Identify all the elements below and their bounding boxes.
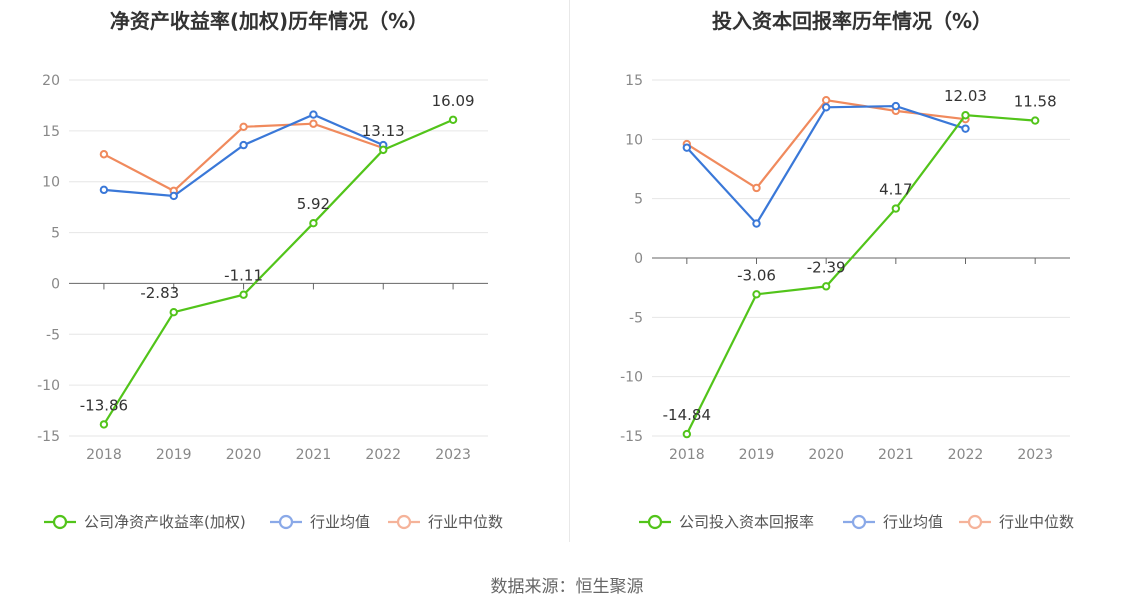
x-tick-label: 2020 <box>808 447 844 463</box>
data-point-company <box>1030 116 1040 125</box>
data-point-median <box>99 150 109 159</box>
y-tick-label: -5 <box>46 327 60 343</box>
y-tick-label: -10 <box>37 378 60 394</box>
data-point-median <box>309 119 318 128</box>
data-label: -2.39 <box>807 258 846 276</box>
legend-item-company[interactable]: 公司净资产收益率(加权) <box>44 513 246 531</box>
data-point-avg <box>821 103 831 112</box>
data-point-avg <box>961 124 970 133</box>
data-label: 13.13 <box>362 122 405 140</box>
chart-roe: 净资产收益率(加权)历年情况（%） 20 15 10 5 0 -5 -10 -15 2018 201… <box>37 9 503 531</box>
legend-marker <box>278 514 294 530</box>
legend-marker <box>851 514 867 530</box>
legend-item-company[interactable]: 公司投入资本回报率 <box>639 513 814 531</box>
legend-item-avg[interactable]: 行业均值 <box>270 513 370 531</box>
data-point-company <box>821 282 831 291</box>
data-point-company <box>961 111 970 120</box>
data-label: 16.09 <box>432 92 475 110</box>
data-point-company <box>682 429 692 439</box>
data-label: 11.58 <box>1014 93 1057 111</box>
legend-label: 行业中位数 <box>999 513 1074 531</box>
data-point-company <box>448 115 458 124</box>
data-point-company <box>752 290 761 299</box>
y-tick-label: 10 <box>625 132 643 148</box>
data-label: 4.17 <box>879 181 912 199</box>
data-label: -2.83 <box>140 284 179 302</box>
legend-label: 行业均值 <box>310 513 370 531</box>
data-point-median <box>821 95 831 105</box>
legend-label: 公司投入资本回报率 <box>679 513 814 531</box>
x-tick-label: 2022 <box>948 447 984 463</box>
x-tick-label: 2018 <box>669 447 705 463</box>
x-tick-label: 2020 <box>226 447 262 463</box>
data-source-text: 数据来源：恒生聚源 <box>490 577 644 597</box>
legend-marker <box>647 514 663 530</box>
y-tick-label: 5 <box>51 226 60 242</box>
series-line-avg <box>685 104 966 226</box>
data-point-median <box>239 122 248 131</box>
y-tick-label: 0 <box>51 276 60 292</box>
legend-label: 行业均值 <box>883 513 943 531</box>
data-label: -13.86 <box>80 396 128 414</box>
legend-label: 公司净资产收益率(加权) <box>84 513 246 531</box>
x-tick-label: 2022 <box>365 447 401 463</box>
x-tick-label: 2023 <box>1017 447 1053 463</box>
legend-item-median[interactable]: 行业中位数 <box>959 513 1074 531</box>
y-tick-label: -5 <box>629 310 643 326</box>
data-point-avg <box>309 110 318 119</box>
data-label: -3.06 <box>737 266 776 284</box>
data-point-company <box>891 204 901 213</box>
data-point-company <box>239 290 248 299</box>
x-tick-label: 2021 <box>878 447 914 463</box>
legend-label: 行业中位数 <box>428 513 503 531</box>
y-tick-label: 15 <box>42 124 60 140</box>
data-label: 12.03 <box>944 87 987 105</box>
y-tick-label: -15 <box>620 429 643 445</box>
data-point-avg <box>239 140 248 150</box>
y-tick-label: 20 <box>42 73 60 89</box>
data-point-avg <box>169 191 178 201</box>
data-point-avg <box>99 185 109 195</box>
series-line-company <box>685 114 1036 435</box>
y-tick-label: -15 <box>37 429 60 445</box>
x-tick-label: 2023 <box>435 447 471 463</box>
y-tick-label: 15 <box>625 73 643 89</box>
data-label: -1.11 <box>224 267 263 285</box>
data-point-avg <box>891 101 901 111</box>
legend-item-median[interactable]: 行业中位数 <box>388 513 503 531</box>
legend-marker <box>396 514 412 530</box>
chart-title: 投入资本回报率历年情况（%） <box>712 9 992 33</box>
data-point-company <box>169 308 178 317</box>
data-point-avg <box>682 143 692 152</box>
x-tick-label: 2021 <box>296 447 332 463</box>
y-tick-label: 0 <box>634 251 643 267</box>
legend-marker <box>52 514 68 530</box>
y-tick-label: 10 <box>42 175 60 191</box>
series-line-median <box>103 122 384 193</box>
legend-marker <box>967 514 983 530</box>
x-tick-label: 2019 <box>739 447 775 463</box>
y-tick-label: 5 <box>634 192 643 208</box>
panel-divider <box>569 0 570 542</box>
y-tick-label: -10 <box>620 370 643 386</box>
legend-item-avg[interactable]: 行业均值 <box>843 513 943 531</box>
series-line-company <box>102 118 454 425</box>
x-tick-label: 2018 <box>86 447 122 463</box>
chart-title: 净资产收益率(加权)历年情况（%） <box>110 9 428 33</box>
data-point-company <box>379 145 388 155</box>
chart-roic: 投入资本回报率历年情况（%） 15 10 5 0 -5 -10 -15 2018 2019 2020… <box>620 9 1074 531</box>
data-point-avg <box>752 219 761 228</box>
series-line-median <box>686 99 966 190</box>
data-point-median <box>752 183 761 193</box>
x-tick-label: 2019 <box>156 447 192 463</box>
data-point-company <box>309 219 318 228</box>
data-point-company <box>99 420 109 429</box>
data-label: 5.92 <box>297 195 330 213</box>
data-label: -14.84 <box>663 406 711 424</box>
